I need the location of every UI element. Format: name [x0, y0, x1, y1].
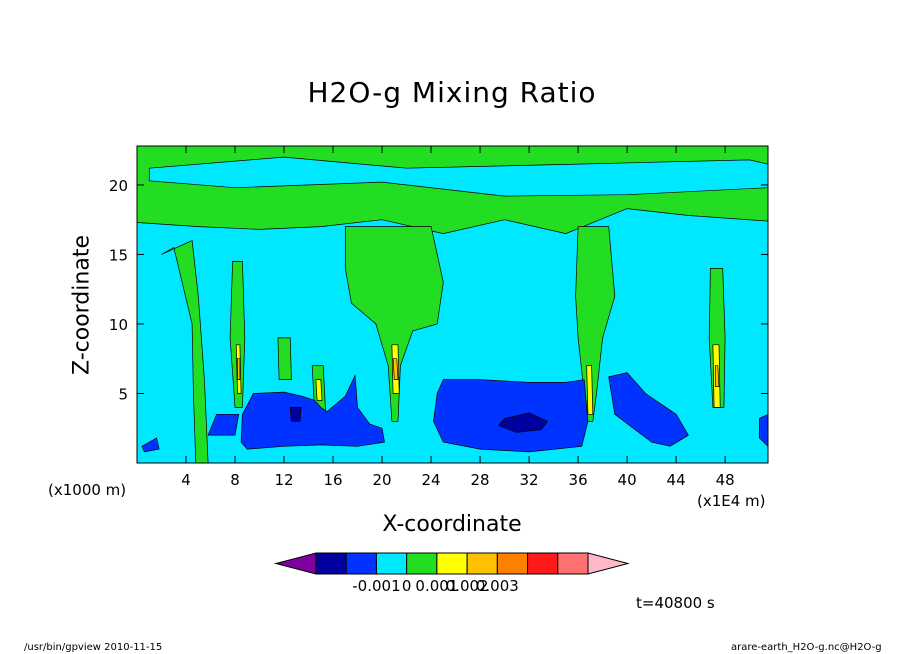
colorbar-box — [436, 552, 468, 575]
colorbar-box — [527, 552, 559, 575]
x-tick-label: 4 — [181, 471, 191, 489]
x-tick-label: 32 — [520, 471, 539, 489]
footer-left: /usr/bin/gpview 2010-11-15 — [24, 642, 163, 653]
contour-region-blue-14 — [141, 437, 160, 453]
contour-region-orange-24 — [714, 365, 720, 387]
x-axis-ticks: 4 8 12 16 20 24 28 32 36 40 44 48 — [181, 146, 735, 489]
colorbar-low-triangle — [274, 552, 317, 575]
contour-region-blue-11 — [608, 372, 689, 447]
time-label: t=40800 s — [636, 594, 715, 612]
colorbar-tick-label: 0.003 — [475, 577, 519, 595]
x-tick-label: 8 — [230, 471, 240, 489]
contour-regions — [136, 145, 769, 464]
contour-region-blue-10 — [433, 379, 589, 453]
y-tick-label: 15 — [109, 246, 128, 264]
contour-region-navy-15 — [497, 412, 549, 433]
footer-right: arare-earth_H2O-g.nc@H2O-g — [731, 642, 882, 653]
x-axis-label: X-coordinate — [382, 512, 522, 537]
contour-region-green-3 — [277, 337, 292, 380]
y-axis-ticks: 5 10 15 20 — [109, 177, 768, 403]
colorbar-box — [375, 552, 408, 575]
x-tick-label: 48 — [716, 471, 735, 489]
colorbar-high-triangle — [587, 552, 630, 575]
colorbar-tick-label: 0 — [401, 577, 412, 595]
colorbar-tick-label: -0.001 — [352, 577, 401, 595]
contour-region-navy-16 — [289, 407, 302, 422]
contour-region-yellow-21 — [315, 379, 323, 401]
colorbar-box — [315, 552, 347, 575]
contour-region-blue-9 — [240, 374, 385, 450]
contour-region-orange-23 — [392, 358, 399, 380]
x-tick-label: 16 — [323, 471, 342, 489]
colorbar-tick-label: 0.002 — [445, 577, 489, 595]
plot-frame — [136, 145, 769, 464]
y-axis-label: Z-coordinate — [69, 235, 95, 375]
colorbar-box — [466, 552, 498, 575]
x-tick-label: 12 — [274, 471, 293, 489]
y-tick-label: 10 — [109, 316, 128, 334]
colorbar-box — [496, 552, 529, 575]
x-tick-label: 40 — [618, 471, 637, 489]
x-tick-label: 44 — [667, 471, 686, 489]
contour-region-green-6 — [575, 226, 616, 422]
x-tick-label: 20 — [373, 471, 392, 489]
colorbar-box — [557, 552, 589, 575]
contour-region-blue-12 — [207, 413, 240, 436]
contour-region-yellow-19 — [586, 365, 594, 415]
colorbar — [274, 552, 630, 575]
x-scale-note: (x1E4 m) — [697, 492, 766, 510]
y-tick-label: 20 — [109, 177, 128, 195]
x-unit-label: (x1000 m) — [48, 481, 127, 499]
contour-region-green-2 — [229, 261, 246, 408]
chart-title: H2O-g Mixing Ratio — [307, 76, 597, 109]
x-tick-label: 24 — [422, 471, 441, 489]
x-tick-label: 28 — [471, 471, 490, 489]
contour-region-orange-22 — [237, 358, 241, 380]
colorbar-box — [345, 552, 377, 575]
x-tick-label: 36 — [569, 471, 588, 489]
colorbar-box — [406, 552, 438, 575]
y-tick-label: 5 — [118, 385, 128, 403]
colorbar-tick-label: 0.001 — [415, 577, 459, 595]
contour-region-green-5 — [344, 226, 444, 422]
